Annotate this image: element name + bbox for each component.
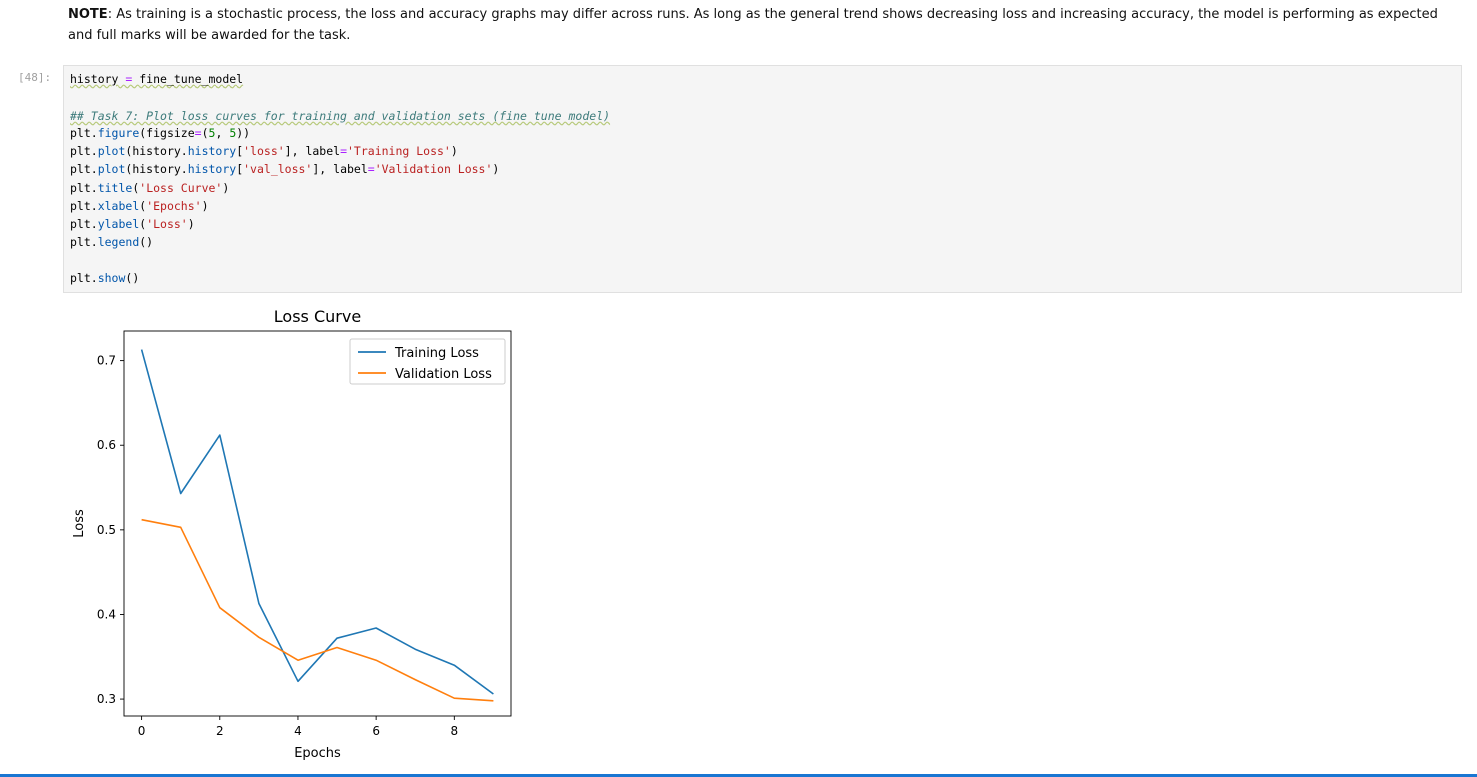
code-token: ], label xyxy=(284,144,341,158)
code-line-9[interactable]: plt.ylabel('Loss') xyxy=(70,216,195,232)
code-token: 'Loss' xyxy=(146,217,188,231)
code-token: ) xyxy=(222,181,230,195)
code-token: 'Loss Curve' xyxy=(139,181,223,195)
code-token: plt. xyxy=(70,271,98,285)
code-token: = xyxy=(194,126,202,140)
x-tick-label: 2 xyxy=(216,724,224,738)
code-token: ) xyxy=(492,162,500,176)
code-token: plot xyxy=(97,162,126,176)
code-token: figure xyxy=(97,126,140,140)
code-line-12[interactable]: plt.show() xyxy=(70,270,139,286)
code-token: ) xyxy=(187,217,195,231)
code-token: ( xyxy=(132,181,140,195)
legend-label: Training Loss xyxy=(394,346,479,361)
y-tick-label: 0.4 xyxy=(97,607,116,621)
x-tick-label: 4 xyxy=(294,724,302,738)
legend-label: Validation Loss xyxy=(395,367,492,382)
code-line-5[interactable]: plt.plot(history.history['loss'], label=… xyxy=(70,143,458,159)
code-token: ) xyxy=(201,199,209,213)
code-token: ( xyxy=(139,199,147,213)
code-token: plt. xyxy=(70,235,98,249)
code-token: plt. xyxy=(70,217,98,231)
y-axis-label: Loss xyxy=(72,509,87,538)
y-tick-label: 0.6 xyxy=(97,438,116,452)
code-token: history xyxy=(187,162,237,176)
code-token: ], label xyxy=(312,162,368,176)
code-cell[interactable]: history = fine_tune_model ## Task 7: Plo… xyxy=(63,65,1462,293)
code-token: 'Epochs' xyxy=(146,199,202,213)
code-token: 'Training Loss' xyxy=(347,144,451,158)
code-token: fine_tune_model xyxy=(139,72,244,86)
y-tick-label: 0.3 xyxy=(97,692,116,706)
code-token: show xyxy=(97,271,126,285)
code-token: 'val_loss' xyxy=(243,162,313,176)
series-line-training-loss xyxy=(140,349,494,695)
loss-curve-figure: Loss Curve 0 2 4 6 8 0.3 0.4 0.5 0.6 0.7 Epochs Loss… xyxy=(63,300,533,770)
code-token: legend xyxy=(97,235,140,249)
x-tick-label: 0 xyxy=(138,724,146,738)
code-token: 5 xyxy=(208,126,216,140)
code-token: = xyxy=(118,72,140,86)
code-line-3[interactable]: ## Task 7: Plot loss curves for training… xyxy=(70,109,611,123)
code-token: [ xyxy=(236,144,244,158)
code-token: plt. xyxy=(70,126,98,140)
plot-frame xyxy=(123,330,512,717)
code-token: ( xyxy=(139,217,147,231)
code-token: title xyxy=(97,181,133,195)
code-token: ylabel xyxy=(97,217,140,231)
code-token: () xyxy=(139,235,154,249)
code-line-8[interactable]: plt.xlabel('Epochs') xyxy=(70,198,209,214)
x-tick-label: 6 xyxy=(372,724,380,738)
legend-box xyxy=(349,338,506,385)
code-token: plot xyxy=(97,144,126,158)
bottom-divider xyxy=(0,774,1477,777)
y-tick-label: 0.5 xyxy=(97,523,116,537)
code-token: (history. xyxy=(125,144,188,158)
code-line-6[interactable]: plt.plot(history.history['val_loss'], la… xyxy=(70,161,499,177)
code-token: plt. xyxy=(70,181,98,195)
note-label: NOTE xyxy=(68,7,108,22)
code-token: plt. xyxy=(70,199,98,213)
code-token: () xyxy=(125,271,140,285)
x-axis-label: Epochs xyxy=(294,746,341,761)
code-line-4[interactable]: plt.figure(figsize=(5, 5)) xyxy=(70,125,250,141)
code-token: history xyxy=(70,72,119,86)
code-token: plt. xyxy=(70,162,98,176)
code-line-1[interactable]: history = fine_tune_model xyxy=(70,71,243,87)
code-token: 'loss' xyxy=(243,144,285,158)
code-token: plt. xyxy=(70,144,98,158)
code-token: = xyxy=(340,144,347,158)
task-note: NOTE: As training is a stochastic proces… xyxy=(68,4,1458,46)
code-token: , xyxy=(215,126,230,140)
chart-title: Loss Curve xyxy=(274,307,361,326)
note-text: : As training is a stochastic process, t… xyxy=(68,7,1438,43)
code-token: xlabel xyxy=(97,199,140,213)
code-token: = xyxy=(367,162,375,176)
code-token: ) xyxy=(450,144,458,158)
series-line-validation-loss xyxy=(141,518,494,702)
code-token: 'Validation Loss' xyxy=(374,162,493,176)
code-token: (history. xyxy=(125,162,188,176)
x-tick-label: 8 xyxy=(450,724,458,738)
code-token: [ xyxy=(236,162,244,176)
code-line-10[interactable]: plt.legend() xyxy=(70,234,153,250)
code-line-7[interactable]: plt.title('Loss Curve') xyxy=(70,180,229,196)
loss-curve-chart: Loss Curve 0 2 4 6 8 0.3 0.4 0.5 0.6 0.7 Epochs Loss… xyxy=(72,307,512,761)
y-tick-label: 0.7 xyxy=(97,354,116,368)
code-token: ( xyxy=(201,126,209,140)
code-token: (figsize xyxy=(139,126,195,140)
code-token: history xyxy=(187,144,237,158)
cell-prompt: [48]: xyxy=(18,71,52,84)
code-token: )) xyxy=(236,126,251,140)
code-token: 5 xyxy=(229,126,237,140)
